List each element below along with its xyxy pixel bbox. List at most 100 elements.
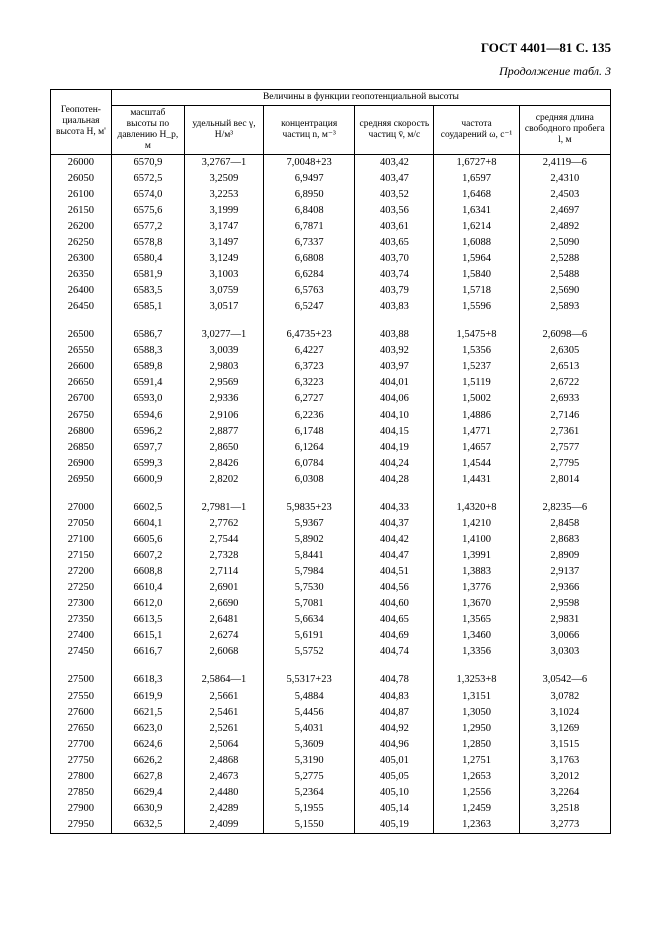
table-cell: 404,92	[355, 721, 434, 737]
table-cell: 6619,9	[111, 689, 184, 705]
table-cell: 3,1763	[519, 753, 610, 769]
table-cell: 2,6722	[519, 375, 610, 391]
table-cell: 26350	[51, 267, 112, 283]
table-cell: 27050	[51, 516, 112, 532]
table-row: 273506613,52,64815,6634404,651,35652,983…	[51, 612, 611, 628]
table-cell: 6618,3	[111, 672, 184, 688]
table-cell: 5,5317+23	[264, 672, 355, 688]
col-header-0: Геопотен- циальная высота H, м'	[51, 90, 112, 155]
table-cell: 6577,2	[111, 219, 184, 235]
table-cell: 6580,4	[111, 251, 184, 267]
table-cell: 2,7328	[184, 548, 263, 564]
table-cell: 403,61	[355, 219, 434, 235]
table-cell: 26650	[51, 375, 112, 391]
table-cell: 2,8877	[184, 424, 263, 440]
table-cell: 2,9336	[184, 391, 263, 407]
table-cell: 1,4320+8	[434, 500, 519, 516]
table-cell: 26500	[51, 327, 112, 343]
table-cell: 5,7530	[264, 580, 355, 596]
table-cell: 27200	[51, 564, 112, 580]
table-cell: 6583,5	[111, 283, 184, 299]
table-cell: 1,5002	[434, 391, 519, 407]
table-cell: 404,33	[355, 500, 434, 516]
spacer-cell	[434, 315, 519, 327]
spacer-cell	[51, 315, 112, 327]
table-cell: 3,2773	[519, 817, 610, 834]
table-cell: 405,19	[355, 817, 434, 834]
table-cell: 6596,2	[111, 424, 184, 440]
table-cell: 2,9106	[184, 408, 263, 424]
table-cell: 1,6214	[434, 219, 519, 235]
table-cell: 2,6305	[519, 343, 610, 359]
table-cell: 2,7114	[184, 564, 263, 580]
table-cell: 2,6481	[184, 612, 263, 628]
table-cell: 1,4886	[434, 408, 519, 424]
table-cell: 3,2518	[519, 801, 610, 817]
table-cell: 403,92	[355, 343, 434, 359]
table-cell: 5,2364	[264, 785, 355, 801]
data-table: Геопотен- циальная высота H, м' Величины…	[50, 89, 611, 834]
table-cell: 2,7544	[184, 532, 263, 548]
table-row: 265506588,33,00396,4227403,921,53562,630…	[51, 343, 611, 359]
table-cell: 2,8909	[519, 548, 610, 564]
table-cell: 27750	[51, 753, 112, 769]
table-cell: 27300	[51, 596, 112, 612]
table-row: 276006621,52,54615,4456404,871,30503,102…	[51, 705, 611, 721]
table-row: 269506600,92,82026,0308404,281,44312,801…	[51, 472, 611, 488]
table-cell: 2,7577	[519, 440, 610, 456]
table-cell: 27250	[51, 580, 112, 596]
table-cell: 1,6088	[434, 235, 519, 251]
spacer-cell	[111, 488, 184, 500]
table-cell: 27650	[51, 721, 112, 737]
table-cell: 404,51	[355, 564, 434, 580]
table-row: 268506597,72,86506,1264404,191,46572,757…	[51, 440, 611, 456]
table-cell: 1,4657	[434, 440, 519, 456]
table-cell: 6586,7	[111, 327, 184, 343]
table-cell: 7,0048+23	[264, 154, 355, 171]
table-cell: 2,8235—6	[519, 500, 610, 516]
table-cell: 2,8202	[184, 472, 263, 488]
table-cell: 1,2850	[434, 737, 519, 753]
table-cell: 2,5064	[184, 737, 263, 753]
table-cell: 3,0782	[519, 689, 610, 705]
table-cell: 3,0517	[184, 299, 263, 315]
table-cell: 1,4431	[434, 472, 519, 488]
table-cell: 3,0759	[184, 283, 263, 299]
col-header-4: средняя скорость частиц v̄, м/с	[355, 105, 434, 154]
col-header-2: удельный вес γ, Н/м³	[184, 105, 263, 154]
table-cell: 3,1999	[184, 203, 263, 219]
table-cell: 5,4456	[264, 705, 355, 721]
table-cell: 6,3723	[264, 359, 355, 375]
table-cell: 1,5840	[434, 267, 519, 283]
table-row: 270006602,52,7981—15,9835+23404,331,4320…	[51, 500, 611, 516]
table-cell: 403,52	[355, 187, 434, 203]
table-cell: 404,19	[355, 440, 434, 456]
table-cell: 6,0784	[264, 456, 355, 472]
table-cell: 6,0308	[264, 472, 355, 488]
table-cell: 5,3609	[264, 737, 355, 753]
table-cell: 26300	[51, 251, 112, 267]
table-cell: 5,6634	[264, 612, 355, 628]
table-cell: 26200	[51, 219, 112, 235]
table-row: 275506619,92,56615,4884404,831,31513,078…	[51, 689, 611, 705]
table-cell: 404,65	[355, 612, 434, 628]
table-cell: 6,3223	[264, 375, 355, 391]
table-cell: 6578,8	[111, 235, 184, 251]
table-cell: 2,5690	[519, 283, 610, 299]
table-row: 277506626,22,48685,3190405,011,27513,176…	[51, 753, 611, 769]
table-cell: 1,4544	[434, 456, 519, 472]
table-row: 275006618,32,5864—15,5317+23404,781,3253…	[51, 672, 611, 688]
table-cell: 1,4210	[434, 516, 519, 532]
table-cell: 2,8650	[184, 440, 263, 456]
table-cell: 3,1249	[184, 251, 263, 267]
table-cell: 403,47	[355, 171, 434, 187]
table-cell: 403,56	[355, 203, 434, 219]
table-cell: 6615,1	[111, 628, 184, 644]
table-cell: 403,79	[355, 283, 434, 299]
table-row: 260006570,93,2767—17,0048+23403,421,6727…	[51, 154, 611, 171]
table-cell: 6,8950	[264, 187, 355, 203]
table-cell: 2,7981—1	[184, 500, 263, 516]
table-cell: 27550	[51, 689, 112, 705]
table-cell: 1,4100	[434, 532, 519, 548]
table-cell: 6624,6	[111, 737, 184, 753]
